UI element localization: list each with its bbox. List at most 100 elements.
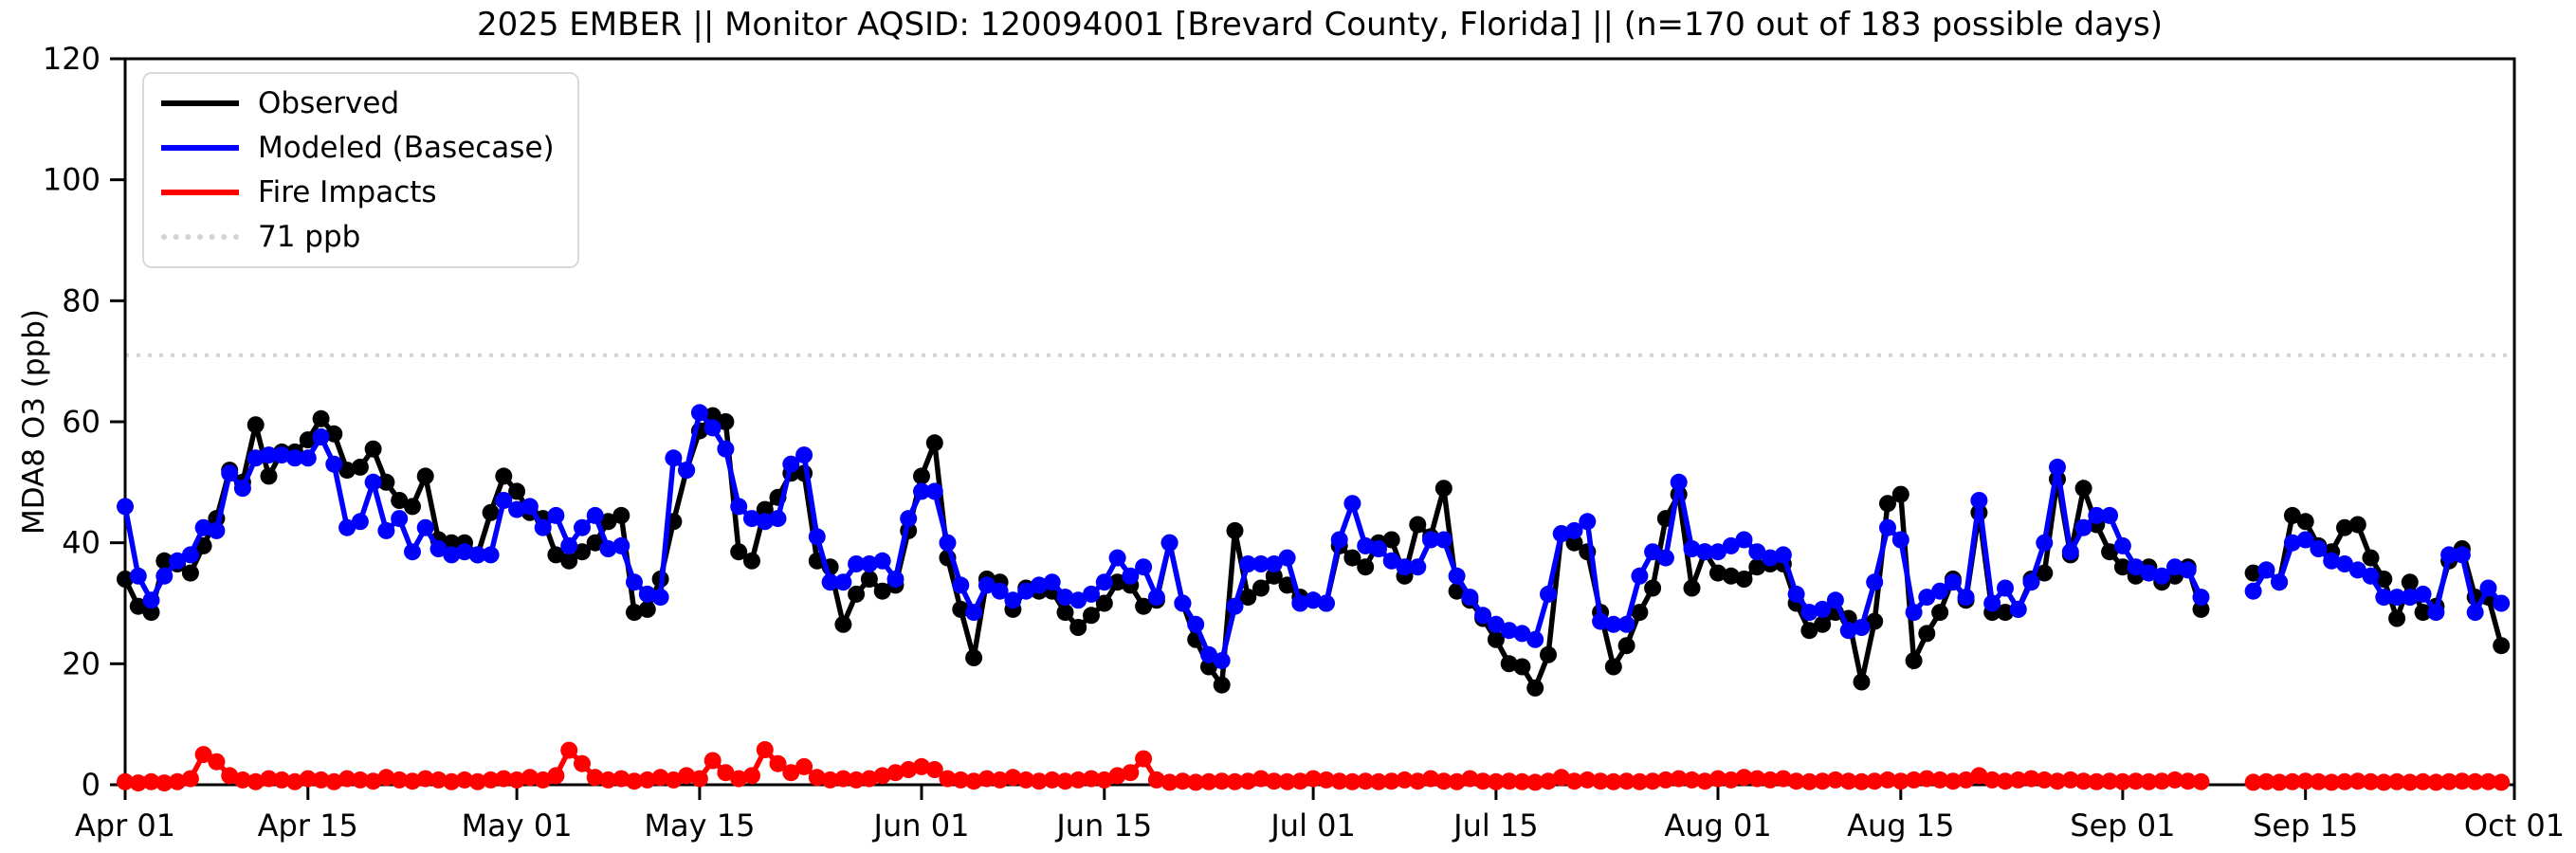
data-point: [756, 500, 774, 518]
data-point: [2127, 772, 2145, 790]
data-point: [1722, 536, 1740, 554]
data-point: [2009, 600, 2027, 618]
data-point: [1291, 594, 1309, 612]
data-point: [1592, 772, 1610, 790]
data-point: [1617, 615, 1635, 633]
data-point: [1748, 558, 1766, 576]
data-point: [286, 449, 303, 467]
data-point: [1604, 615, 1622, 633]
x-tick-label: May 01: [462, 808, 573, 844]
data-point: [1382, 531, 1400, 549]
data-point: [1305, 591, 1323, 609]
data-point: [1866, 573, 1884, 591]
data-point: [1683, 579, 1701, 597]
data-point: [2153, 772, 2171, 790]
data-point: [495, 770, 513, 788]
data-point: [482, 503, 500, 521]
data-point: [2022, 573, 2040, 591]
data-point: [1409, 772, 1427, 790]
data-point: [1918, 589, 1936, 607]
legend-line-sample: [161, 234, 239, 240]
data-point: [299, 431, 317, 449]
data-point: [1762, 771, 1780, 789]
data-point: [991, 771, 1009, 789]
data-point: [1056, 604, 1074, 622]
data-point: [860, 571, 878, 588]
data-point: [1422, 531, 1439, 549]
data-point: [117, 772, 134, 790]
data-point: [117, 571, 134, 588]
data-point: [1343, 549, 1361, 567]
data-point: [299, 449, 317, 467]
data-point: [1735, 571, 1753, 588]
data-point: [1552, 525, 1570, 543]
legend-line-sample: [161, 190, 239, 195]
data-point: [1617, 772, 1635, 790]
data-point: [1043, 771, 1061, 789]
data-point: [1696, 543, 1714, 561]
data-point: [364, 772, 382, 790]
data-point: [1696, 772, 1714, 790]
data-point: [364, 473, 382, 491]
data-point: [1343, 495, 1361, 513]
data-point: [534, 518, 552, 536]
data-point: [247, 416, 265, 434]
y-tick-label: 100: [43, 162, 100, 198]
data-point: [155, 552, 174, 570]
data-point: [638, 771, 656, 789]
data-point: [1879, 518, 1896, 536]
data-point: [1305, 770, 1323, 788]
data-point: [2166, 558, 2183, 576]
data-point: [586, 506, 604, 524]
legend-item-observed: Observed: [161, 85, 555, 121]
data-point: [1095, 594, 1113, 612]
data-point: [1997, 579, 2014, 597]
data-point: [913, 757, 930, 775]
data-point: [848, 585, 866, 603]
data-point: [2257, 561, 2275, 579]
data-point: [769, 510, 787, 528]
data-point: [1918, 625, 1936, 643]
data-point: [1474, 772, 1492, 790]
data-point: [2074, 518, 2092, 536]
data-point: [1135, 750, 1153, 768]
data-point: [547, 546, 565, 564]
data-point: [482, 771, 500, 789]
data-point: [860, 770, 878, 788]
x-tick-label: Jun 15: [1054, 808, 1152, 844]
data-point: [1434, 531, 1452, 549]
legend-line-sample: [161, 145, 239, 151]
data-point: [1839, 772, 1857, 790]
y-tick-label: 40: [62, 525, 100, 561]
data-point: [1396, 771, 1414, 789]
data-point: [2192, 589, 2210, 607]
data-point: [169, 772, 187, 790]
data-point: [873, 552, 891, 570]
data-point: [1552, 769, 1570, 787]
data-point: [208, 753, 226, 771]
data-point: [1970, 767, 1988, 785]
data-point: [1200, 772, 1217, 790]
data-point: [1252, 579, 1270, 597]
y-axis-label: MDA8 O3 (ppb): [17, 308, 51, 535]
data-point: [1434, 772, 1452, 790]
data-point: [1278, 549, 1296, 567]
data-point: [1787, 772, 1805, 790]
data-point: [848, 771, 866, 789]
data-point: [443, 534, 461, 552]
data-point: [795, 757, 813, 775]
data-point: [391, 492, 409, 509]
series-fire-impacts: [117, 741, 2511, 792]
data-point: [991, 582, 1009, 600]
data-point: [939, 770, 957, 788]
data-point: [2336, 555, 2353, 572]
data-point: [2348, 516, 2366, 534]
data-point: [1382, 772, 1400, 790]
data-point: [416, 770, 434, 788]
x-tick-label: Jul 01: [1269, 808, 1356, 844]
data-point: [939, 534, 957, 552]
data-point: [952, 600, 970, 618]
data-point: [312, 428, 330, 445]
data-point: [547, 767, 565, 785]
data-point: [2244, 582, 2262, 600]
